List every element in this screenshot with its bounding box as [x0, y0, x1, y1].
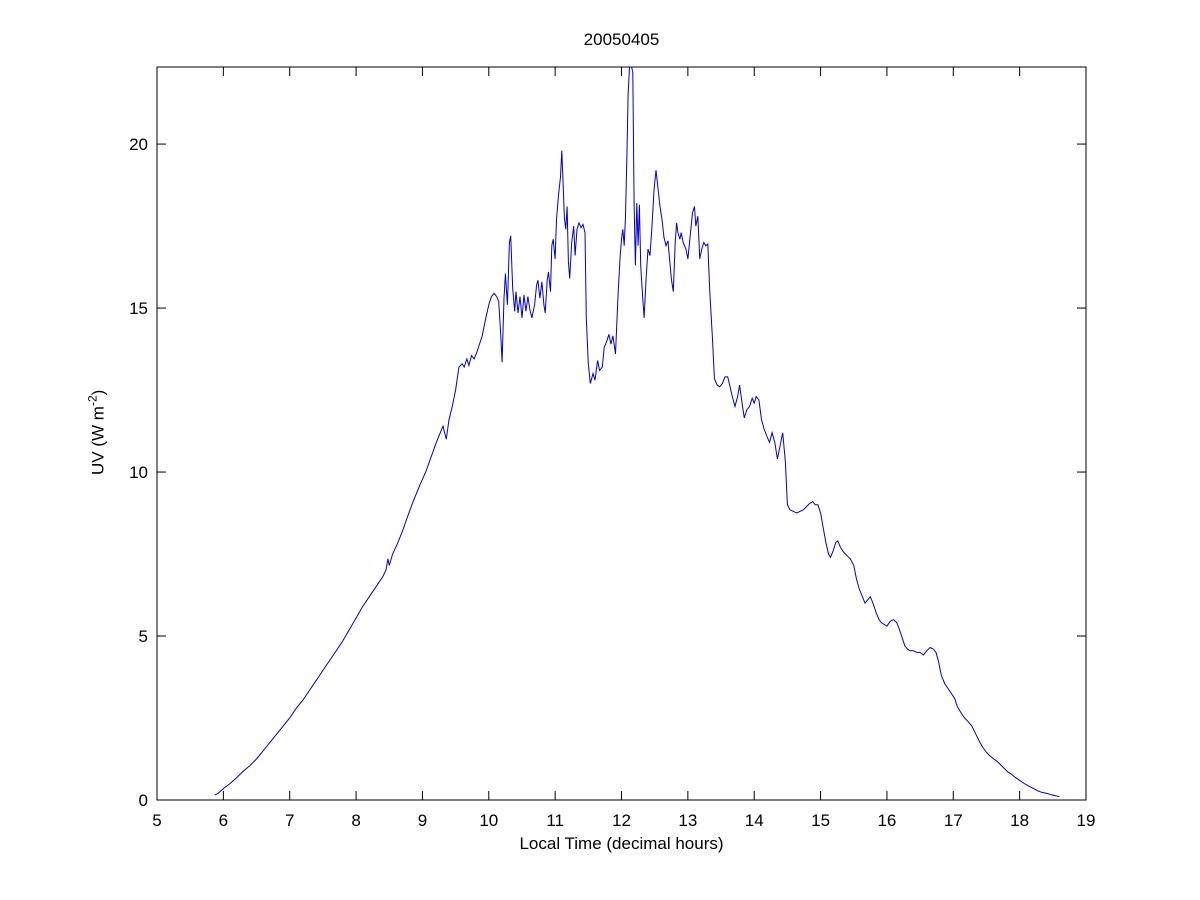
- x-tick-label: 19: [1077, 811, 1096, 830]
- y-tick-label: 15: [129, 299, 148, 318]
- x-tick-label: 13: [678, 811, 697, 830]
- x-tick-label: 14: [745, 811, 764, 830]
- y-tick-label: 5: [139, 627, 148, 646]
- y-tick-label: 20: [129, 135, 148, 154]
- x-tick-label: 6: [219, 811, 228, 830]
- x-tick-label: 12: [612, 811, 631, 830]
- x-tick-label: 7: [285, 811, 294, 830]
- y-axis-label-close: ): [88, 389, 108, 396]
- x-tick-label: 11: [546, 811, 564, 830]
- x-tick-label: 18: [1010, 811, 1029, 830]
- y-axis-label-exponent: -2: [85, 395, 100, 407]
- x-tick-label: 8: [351, 811, 360, 830]
- x-tick-label: 16: [877, 811, 896, 830]
- uv-data-line: [214, 66, 1060, 798]
- y-axis-label: UV (W m-2): [86, 282, 109, 582]
- x-tick-label: 17: [944, 811, 963, 830]
- x-tick-label: 15: [811, 811, 830, 830]
- x-tick-label: 10: [479, 811, 498, 830]
- x-tick-label: 5: [152, 811, 161, 830]
- plot-box: [156, 66, 1087, 801]
- y-tick-label: 10: [129, 463, 148, 482]
- x-tick-label: 9: [418, 811, 427, 830]
- chart-title: 20050405: [583, 30, 660, 49]
- x-axis-label: Local Time (decimal hours): [519, 834, 724, 853]
- y-axis-label-text: UV (W m: [88, 406, 108, 475]
- y-tick-label: 0: [139, 791, 148, 810]
